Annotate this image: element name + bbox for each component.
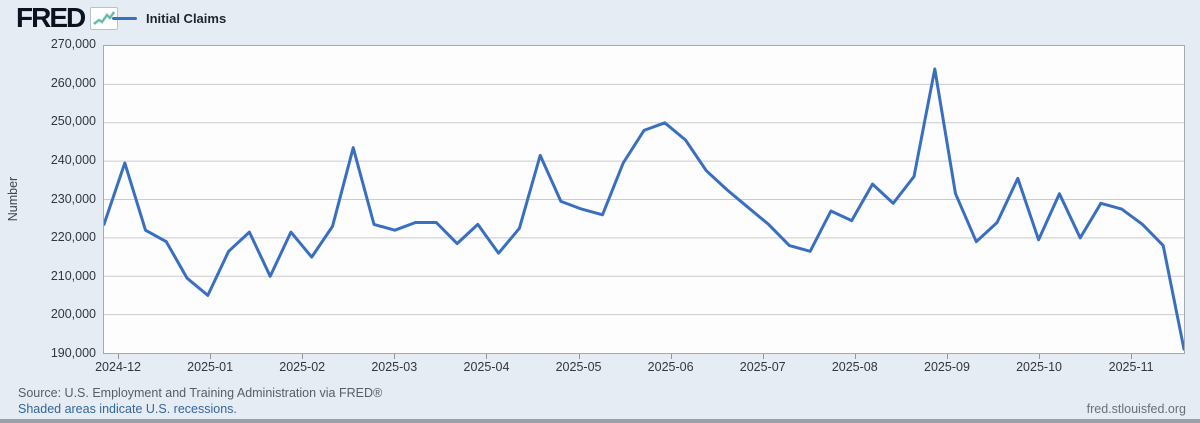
x-tick-label: 2025-07: [739, 360, 786, 374]
y-tick-label: 220,000: [50, 230, 96, 245]
x-tick-mark: [118, 354, 120, 359]
x-tick-mark: [854, 354, 856, 359]
site-url-link[interactable]: fred.stlouisfed.org: [1086, 402, 1186, 416]
y-tick-label: 200,000: [50, 307, 96, 322]
y-tick-label: 250,000: [50, 114, 96, 129]
y-tick-label: 210,000: [50, 268, 96, 283]
bottom-edge-strip: [0, 419, 1200, 423]
source-text: Source: U.S. Employment and Training Adm…: [18, 386, 383, 400]
x-tick-mark: [578, 354, 580, 359]
x-tick-label: 2024-12: [95, 360, 141, 374]
legend-item-initial-claims[interactable]: Initial Claims: [112, 11, 226, 26]
x-tick-label: 2025-03: [371, 360, 418, 374]
fred-logo[interactable]: FRED: [16, 2, 119, 33]
x-tick-mark: [302, 354, 304, 359]
x-tick-label: 2025-06: [647, 360, 694, 374]
x-tick-mark: [762, 354, 764, 359]
x-tick-mark: [946, 354, 948, 359]
y-tick-label: 240,000: [50, 152, 96, 167]
y-tick-label: 260,000: [50, 75, 96, 90]
x-tick-label: 2025-08: [831, 360, 878, 374]
x-tick-label: 2025-05: [555, 360, 602, 374]
recessions-note-link[interactable]: Shaded areas indicate U.S. recessions.: [18, 402, 237, 416]
y-tick-label: 190,000: [50, 346, 96, 360]
x-tick-label: 2025-09: [924, 360, 970, 374]
x-tick-label: 2025-11: [1108, 360, 1154, 374]
x-tick-mark: [210, 354, 212, 359]
x-tick-mark: [394, 354, 396, 359]
y-tick-label: 270,000: [50, 37, 96, 51]
x-tick-label: 2025-02: [279, 360, 326, 374]
x-tick-label: 2025-10: [1016, 360, 1062, 374]
y-tick-label: 230,000: [50, 191, 96, 206]
legend-line-swatch: [112, 17, 137, 20]
x-tick-label: 2025-04: [463, 360, 510, 374]
x-tick-mark: [1131, 354, 1133, 359]
x-tick-mark: [1039, 354, 1041, 359]
legend-series-label: Initial Claims: [146, 11, 227, 26]
x-tick-label: 2025-01: [187, 360, 234, 374]
plot-area[interactable]: [103, 45, 1185, 354]
x-tick-mark: [486, 354, 488, 359]
fred-logo-text: FRED: [16, 2, 86, 33]
x-tick-mark: [670, 354, 672, 359]
